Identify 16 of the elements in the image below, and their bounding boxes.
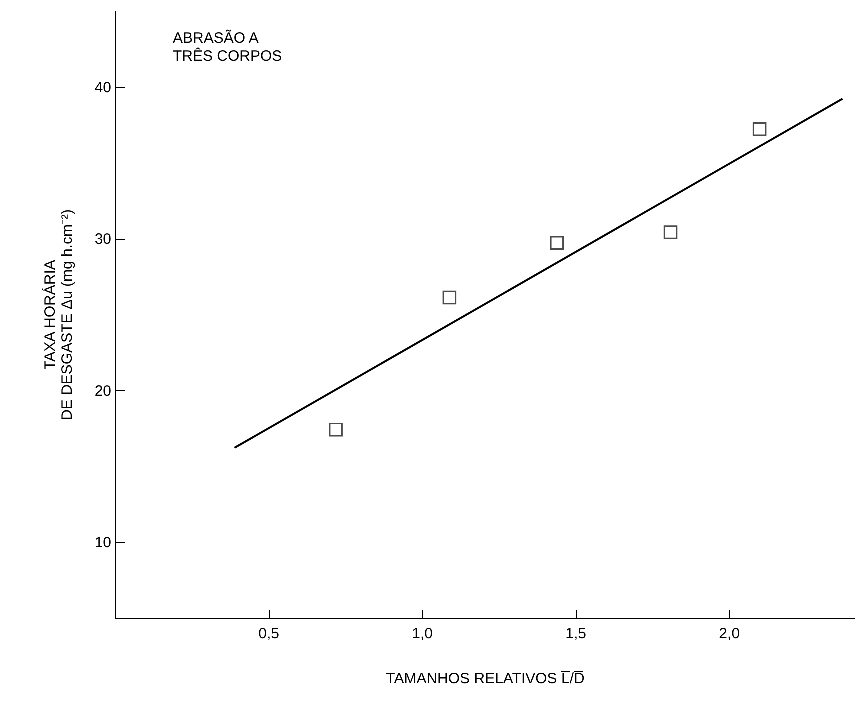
- point: [550, 236, 564, 250]
- x-tick-label: 1,0: [412, 626, 433, 642]
- y-tick-label: 10: [94, 534, 112, 552]
- x-tick-label: 1,5: [566, 626, 587, 642]
- x-tick-label: 0,5: [258, 626, 280, 642]
- x-axis-title: TAMANHOS RELATIVOS L̅/D̅: [386, 670, 585, 688]
- point: [329, 422, 343, 437]
- x-tick-label: 2,0: [719, 626, 740, 642]
- point: [752, 122, 767, 136]
- y-tick-label: 30: [94, 231, 112, 248]
- y-tick-label: 40: [94, 79, 112, 96]
- y-axis-title: TAXA HORÁRIA DE DESGASTE Δu (mg h.cm⁻²): [40, 210, 76, 420]
- point: [664, 226, 678, 240]
- annotation: ABRASÃO A TRÊS CORPOS: [173, 29, 282, 65]
- point: [442, 290, 457, 305]
- y-tick-label: 20: [94, 382, 112, 400]
